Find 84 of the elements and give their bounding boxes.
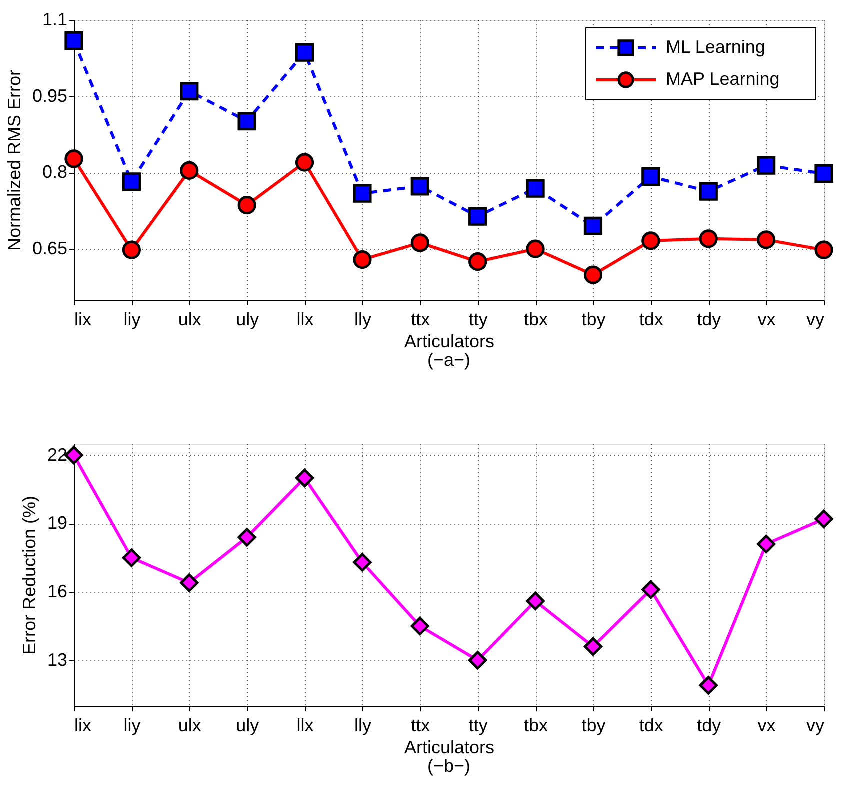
x-tick-label: tdx bbox=[639, 310, 664, 330]
x-axis-title: Articulators bbox=[404, 738, 495, 758]
point bbox=[756, 534, 776, 554]
x-tick-label: liy bbox=[124, 716, 141, 736]
x-tick-label: ulx bbox=[178, 310, 202, 330]
x-tick-label: vx bbox=[758, 716, 776, 736]
point bbox=[295, 43, 314, 62]
x-tick-label: lly bbox=[354, 716, 372, 736]
text: (−a−) bbox=[427, 350, 471, 370]
point bbox=[814, 240, 834, 260]
x-tick-label: vy bbox=[806, 310, 824, 330]
y-axis-title: Normalized RMS Error bbox=[4, 70, 24, 252]
x-tick-label: tbx bbox=[524, 716, 548, 736]
y-tick-label: 13 bbox=[47, 650, 68, 670]
point bbox=[642, 580, 660, 600]
x-tick-label: llx bbox=[296, 716, 314, 736]
x-tick-label: tbx bbox=[524, 310, 548, 330]
point bbox=[353, 184, 372, 203]
point bbox=[699, 676, 718, 695]
x-tick-label: vy bbox=[806, 716, 824, 736]
x-tick-label: tty bbox=[468, 716, 488, 736]
point bbox=[584, 637, 603, 656]
x-tick-label: lly bbox=[354, 310, 372, 330]
point bbox=[468, 207, 488, 226]
y-tick-label: 19 bbox=[47, 513, 68, 534]
point bbox=[410, 234, 430, 252]
point bbox=[180, 161, 199, 180]
legend-label: ML Learning bbox=[666, 37, 766, 57]
point bbox=[526, 240, 545, 258]
text: (−b−) bbox=[427, 756, 471, 776]
x-tick-label: tby bbox=[582, 310, 606, 330]
point bbox=[353, 250, 372, 270]
point bbox=[814, 510, 834, 528]
point bbox=[699, 230, 718, 248]
point bbox=[468, 651, 488, 670]
point bbox=[122, 240, 142, 260]
x-tick-label: vx bbox=[758, 310, 776, 330]
point bbox=[238, 112, 256, 131]
x-tick-label: tdx bbox=[639, 716, 664, 736]
point bbox=[238, 528, 256, 547]
x-tick-label: uly bbox=[236, 716, 260, 736]
point bbox=[756, 230, 776, 250]
y-tick-label: 22 bbox=[47, 444, 68, 465]
point bbox=[584, 216, 603, 236]
y-axis-title: Error Reduction (%) bbox=[19, 496, 40, 656]
point bbox=[122, 172, 142, 192]
point bbox=[468, 252, 488, 272]
point bbox=[64, 32, 84, 50]
x-tick-label: tty bbox=[468, 310, 488, 330]
y-tick-label: 0.95 bbox=[32, 86, 68, 106]
point bbox=[584, 266, 603, 284]
point bbox=[814, 164, 834, 184]
point bbox=[295, 468, 314, 488]
x-tick-label: ttx bbox=[411, 310, 430, 330]
point bbox=[122, 548, 142, 568]
x-tick-label: tdy bbox=[697, 310, 722, 330]
y-tick-label: 16 bbox=[47, 582, 68, 602]
x-tick-label: uly bbox=[236, 310, 260, 330]
y-tick-label: 0.65 bbox=[32, 238, 68, 259]
point bbox=[180, 574, 199, 592]
point bbox=[410, 616, 430, 636]
x-tick-label: liy bbox=[124, 310, 141, 330]
point bbox=[353, 553, 372, 572]
point bbox=[410, 177, 430, 196]
x-tick-label: lix bbox=[74, 310, 92, 330]
x-tick-label: tdy bbox=[697, 716, 722, 736]
y-tick-label: 0.8 bbox=[42, 162, 68, 182]
x-tick-label: ttx bbox=[411, 716, 430, 736]
point bbox=[699, 182, 718, 201]
point bbox=[180, 82, 199, 101]
x-tick-label: llx bbox=[296, 310, 314, 330]
point bbox=[526, 592, 545, 611]
point bbox=[642, 232, 660, 250]
point bbox=[526, 179, 545, 198]
y-tick-label: 1.1 bbox=[42, 10, 68, 30]
point bbox=[295, 153, 314, 172]
legend-label: MAP Learning bbox=[666, 69, 780, 89]
point bbox=[756, 156, 776, 175]
x-tick-label: ulx bbox=[178, 716, 202, 736]
point bbox=[238, 196, 256, 215]
x-tick-label: lix bbox=[74, 716, 92, 736]
x-tick-label: tby bbox=[582, 716, 606, 736]
point bbox=[642, 167, 660, 186]
x-axis-title: Articulators bbox=[404, 332, 495, 352]
